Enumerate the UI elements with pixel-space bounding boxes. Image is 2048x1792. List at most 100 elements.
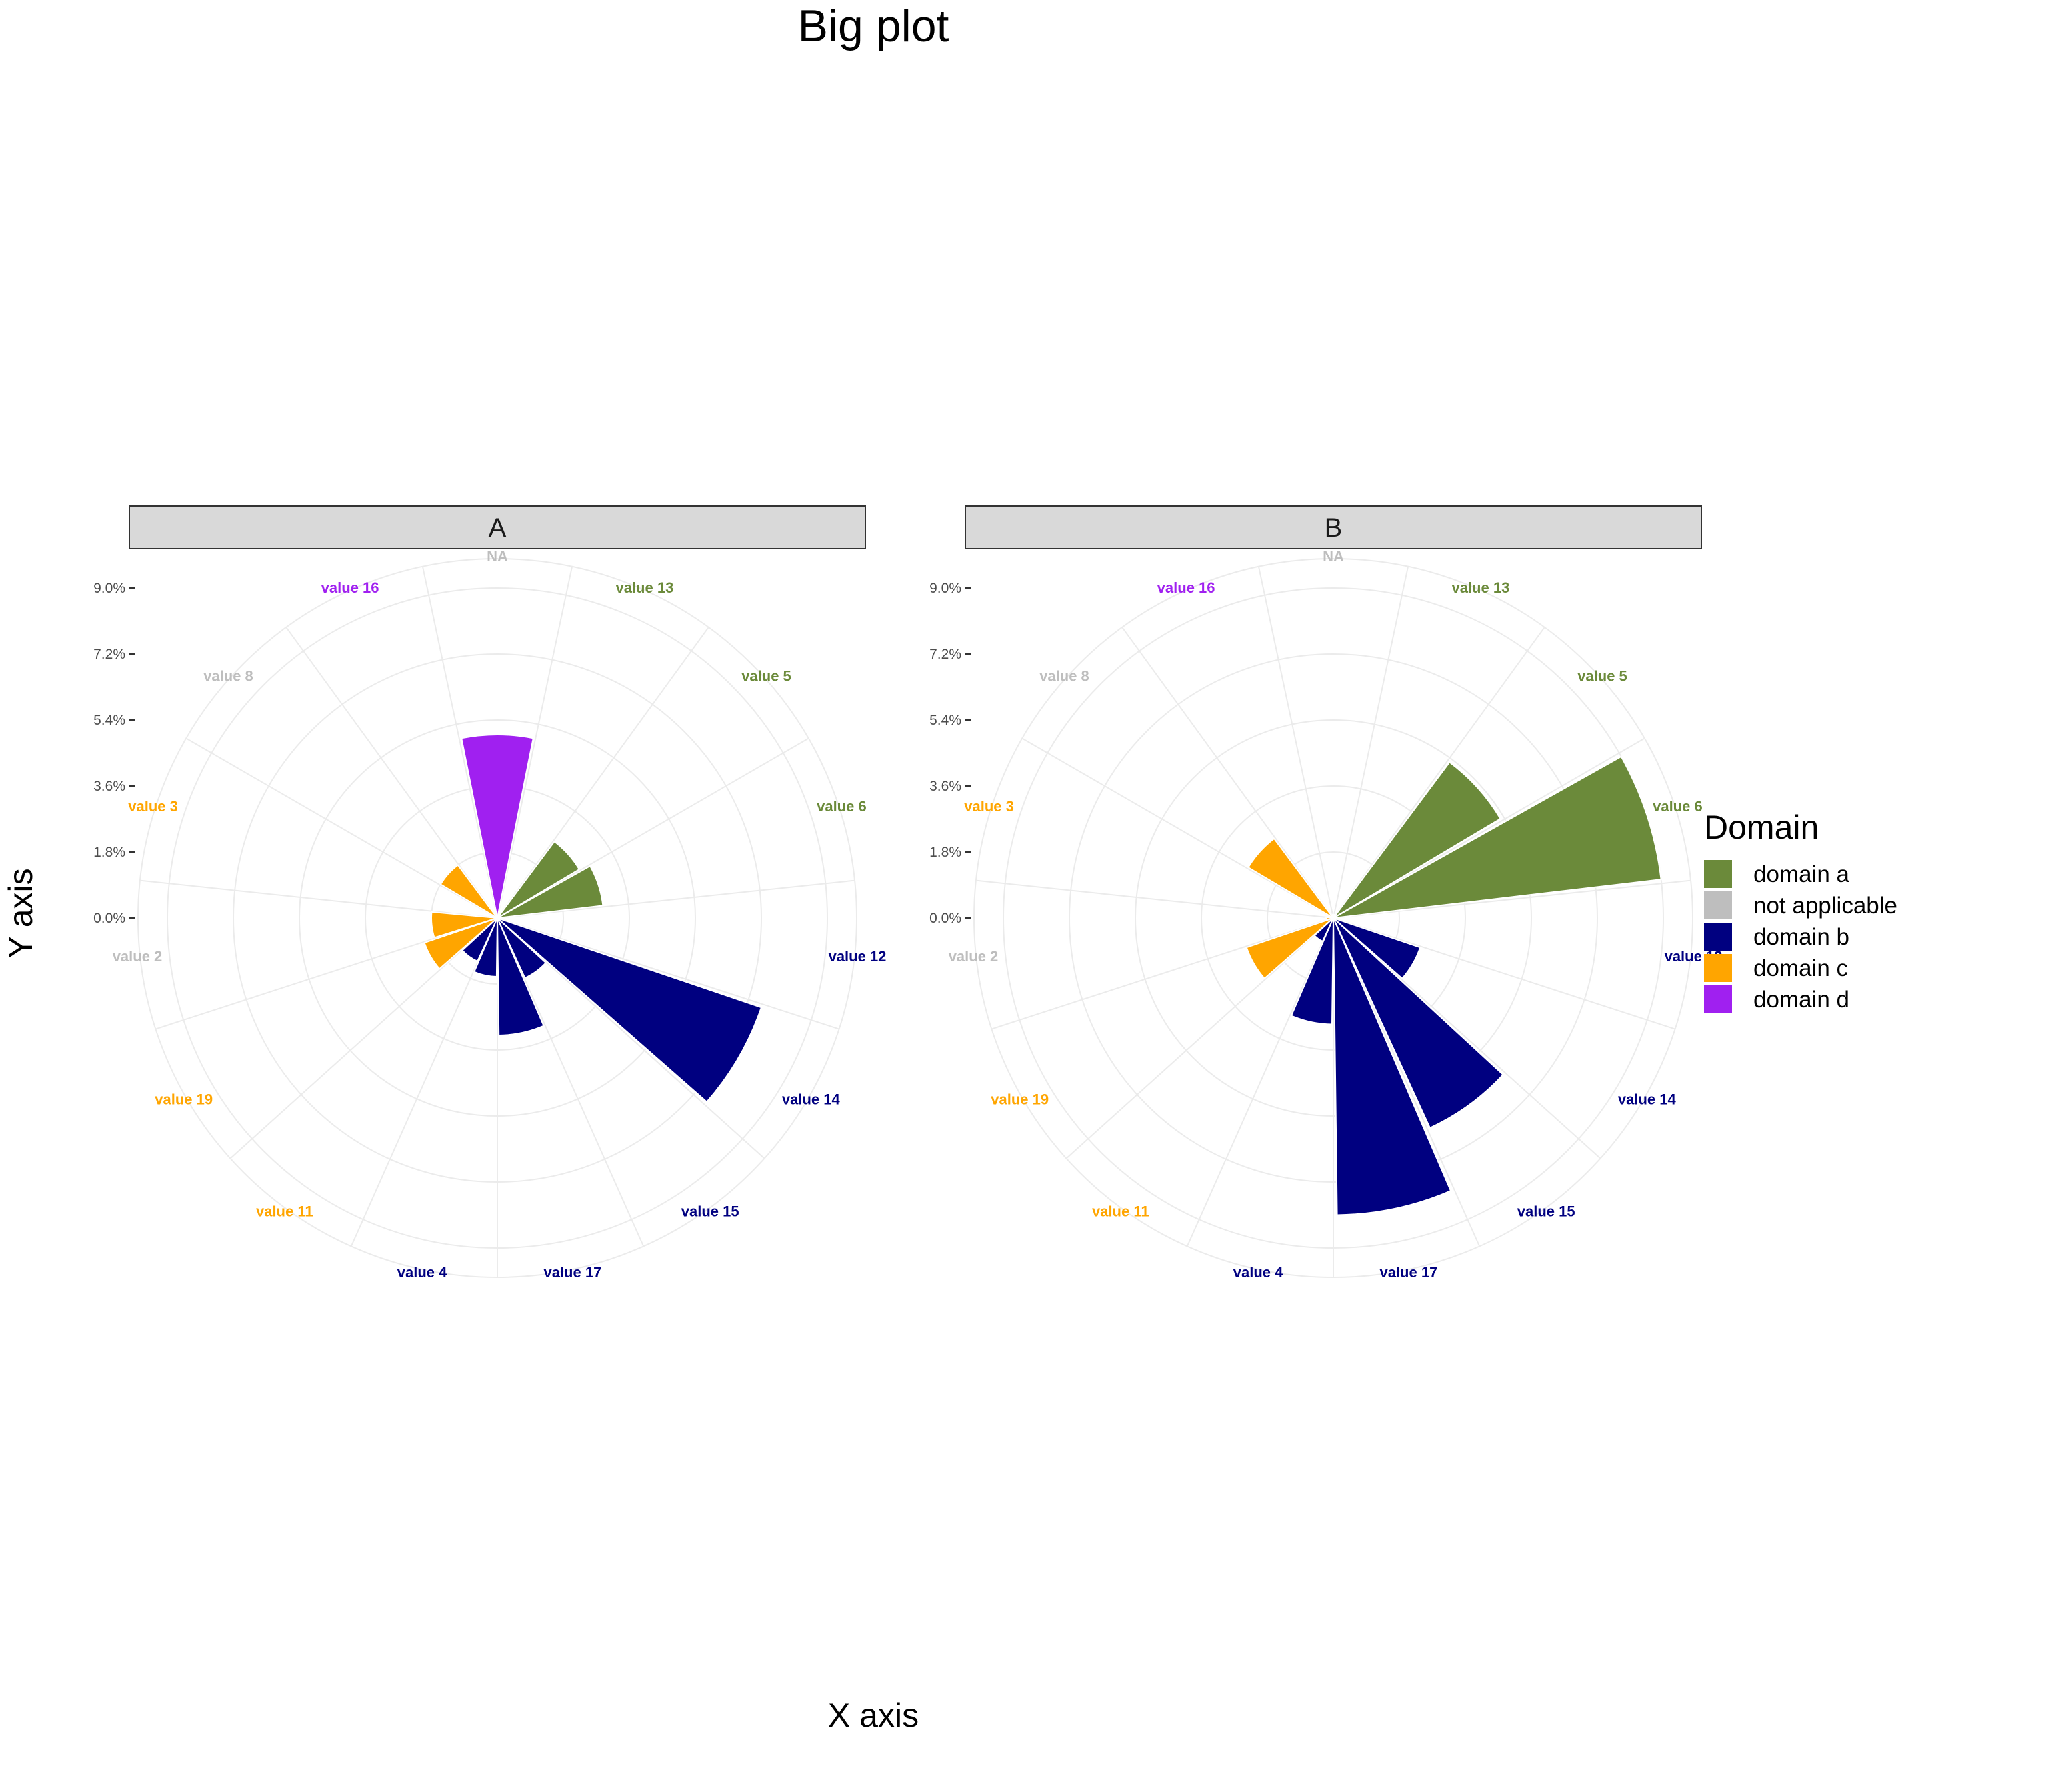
grid-spoke: [1333, 566, 1409, 919]
category-label: value 15: [1517, 1203, 1575, 1219]
bar-value-5: [1333, 755, 1662, 919]
grid-spoke: [497, 737, 809, 919]
bar-value-4: [461, 917, 498, 963]
y-tick-label: 1.8%: [93, 845, 125, 860]
category-label: value 17: [543, 1264, 601, 1281]
grid-spoke: [285, 627, 498, 919]
category-label: value 4: [397, 1264, 447, 1281]
legend-label: domain d: [1753, 987, 1849, 1013]
y-tick-label: 7.2%: [929, 647, 961, 662]
category-label: value 17: [1379, 1264, 1437, 1281]
y-tick-label: 5.4%: [93, 713, 125, 728]
category-label: value 19: [155, 1091, 213, 1108]
bar-value-17: [473, 917, 498, 978]
category-label: NA: [1323, 548, 1344, 565]
category-label: value 19: [991, 1091, 1049, 1108]
y-tick-label: 0.0%: [929, 911, 961, 926]
x-axis-title: X axis: [828, 1697, 919, 1734]
bar-value-14: [1333, 917, 1504, 1129]
grid-spoke: [497, 566, 573, 919]
grid-spoke: [1333, 879, 1691, 919]
grid-spoke: [497, 627, 709, 919]
grid-spoke: [975, 879, 1334, 919]
category-label: value 6: [817, 798, 867, 815]
facet-label-b: B: [1325, 513, 1343, 543]
bar-value-16: [461, 733, 534, 919]
legend-label: domain b: [1753, 924, 1849, 950]
grid-spoke: [229, 917, 498, 1159]
y-tick-label: 3.6%: [929, 779, 961, 794]
category-label: value 15: [681, 1203, 739, 1219]
bar-value-11: [1245, 917, 1334, 980]
legend-key: [1704, 954, 1732, 982]
grid-spoke: [1021, 737, 1334, 919]
grid-spoke: [155, 917, 498, 1030]
grid-spoke: [1065, 917, 1334, 1159]
grid-spoke: [497, 917, 645, 1247]
panel-b: B 0.0% 1.8% 3.6% 5.4% 7.2% 9.0% NA value 13 valu…: [929, 505, 1722, 1281]
category-label: value 6: [1653, 798, 1703, 815]
grid-spoke: [350, 917, 498, 1247]
legend-label: domain a: [1753, 861, 1850, 887]
facet-strip-b: [965, 505, 1702, 549]
y-tick-label: 9.0%: [93, 581, 125, 596]
bar-value-5: [497, 865, 604, 919]
grid-spoke: [139, 879, 498, 919]
grid-spoke: [497, 917, 839, 1030]
grid-spoke: [497, 879, 855, 919]
bar-value-16: [1331, 913, 1335, 919]
bar-value-15: [497, 917, 545, 1037]
grid-spoke: [1333, 917, 1481, 1247]
category-label: value 8: [203, 668, 253, 685]
category-label: value 5: [741, 668, 791, 685]
category-label: value 3: [128, 798, 178, 815]
bar-value-19: [431, 911, 498, 939]
y-axis-title: Y axis: [2, 868, 39, 958]
bar-value-15: [1333, 917, 1452, 1216]
bar-value-17: [1290, 917, 1334, 1025]
category-label: value 2: [113, 948, 163, 965]
y-tick-label: 0.0%: [93, 911, 125, 926]
bar-value-13: [1333, 761, 1501, 919]
grid-spoke: [185, 737, 498, 919]
category-label: value 11: [256, 1203, 313, 1219]
y-tick-label: 9.0%: [929, 581, 961, 596]
legend-title: Domain: [1704, 809, 1819, 846]
category-label: value 16: [1157, 579, 1215, 596]
legend-key: [1704, 891, 1732, 919]
y-tick-label: 1.8%: [929, 845, 961, 860]
category-label: NA: [487, 548, 508, 565]
bar-value-12: [497, 917, 763, 1103]
grid: [973, 558, 1693, 1278]
category-label: value 3: [964, 798, 1014, 815]
legend-key: [1704, 923, 1732, 951]
bar-value-11: [423, 917, 498, 970]
bar-value-3: [439, 864, 498, 919]
category-label: value 2: [949, 948, 999, 965]
grid-spoke: [1186, 917, 1334, 1247]
bar-value-13: [497, 840, 581, 919]
grid-spoke: [1257, 566, 1334, 919]
y-tick-label: 5.4%: [929, 713, 961, 728]
chart-title: Big plot: [798, 1, 949, 51]
category-label: value 13: [615, 579, 673, 596]
grid-spoke: [991, 917, 1334, 1030]
y-tick-label: 7.2%: [93, 647, 125, 662]
category-label: value 16: [321, 579, 379, 596]
category-label: value 14: [1618, 1091, 1677, 1108]
grid-spoke: [1121, 627, 1334, 919]
legend: Domain domain a not applicable domain b dom…: [1704, 809, 1897, 1013]
bar-value-14: [497, 917, 547, 979]
facet-label-a: A: [489, 513, 507, 543]
category-label: value 4: [1233, 1264, 1283, 1281]
bar-value-12: [1333, 917, 1421, 980]
bar-value-19: [1325, 916, 1334, 921]
category-label: value 11: [1092, 1203, 1149, 1219]
legend-label: not applicable: [1753, 893, 1897, 919]
panel-a: A 0.0% 1.8% 3.6% 5.4% 7.2% 9.0% NA value 13 valu…: [93, 505, 886, 1281]
bar-value-3: [1247, 837, 1334, 919]
grid-spoke: [1333, 737, 1645, 919]
grid-spoke: [1333, 917, 1601, 1159]
category-label: value 13: [1451, 579, 1509, 596]
